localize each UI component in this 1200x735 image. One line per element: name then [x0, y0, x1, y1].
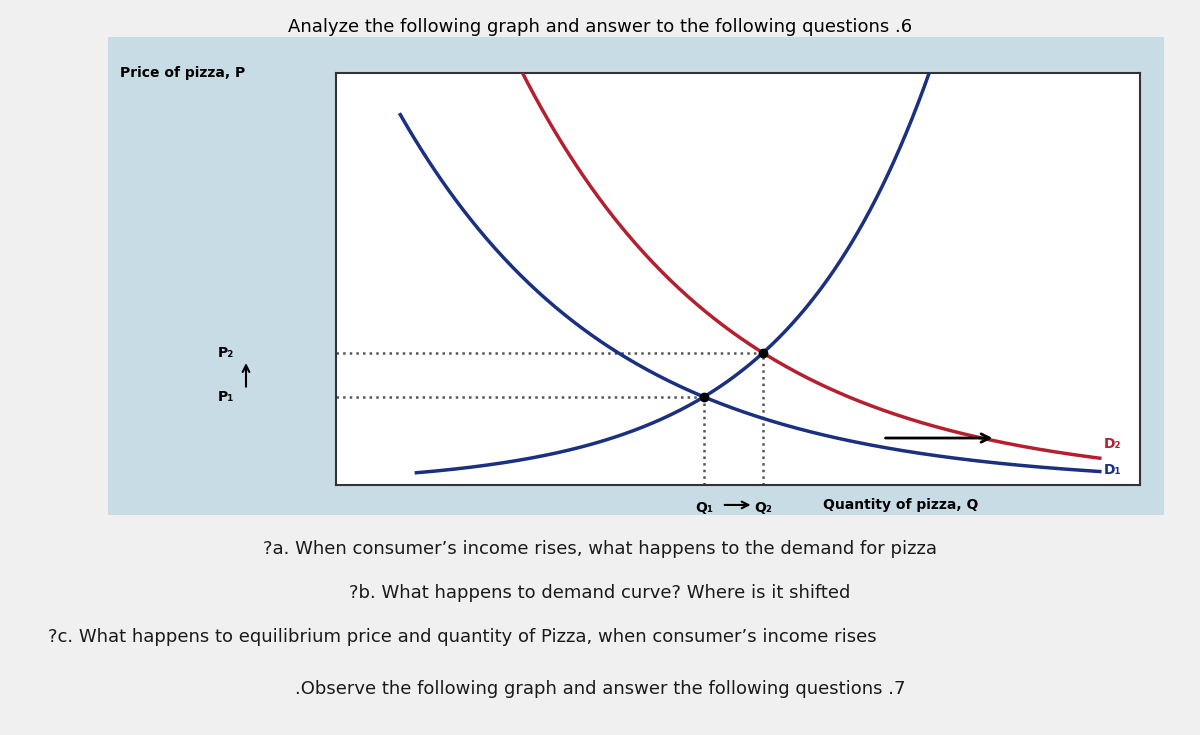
- Text: D₂: D₂: [1104, 437, 1121, 451]
- Text: ?a. When consumer’s income rises, what happens to the demand for pizza: ?a. When consumer’s income rises, what h…: [263, 540, 937, 558]
- Text: Q₂: Q₂: [754, 501, 772, 515]
- Text: Analyze the following graph and answer to the following questions .6: Analyze the following graph and answer t…: [288, 18, 912, 36]
- Text: Quantity of pizza, Q: Quantity of pizza, Q: [823, 498, 978, 512]
- Text: P₁: P₁: [217, 390, 234, 404]
- Text: D₁: D₁: [1104, 464, 1122, 478]
- Text: ?b. What happens to demand curve? Where is it shifted: ?b. What happens to demand curve? Where …: [349, 584, 851, 602]
- Text: .Observe the following graph and answer the following questions .7: .Observe the following graph and answer …: [295, 680, 905, 698]
- Text: Price of pizza, P: Price of pizza, P: [120, 66, 245, 80]
- Text: P₂: P₂: [217, 346, 234, 360]
- Text: Q₁: Q₁: [695, 501, 713, 515]
- Text: ?c. What happens to equilibrium price and quantity of Pizza, when consumer’s inc: ?c. What happens to equilibrium price an…: [48, 628, 877, 646]
